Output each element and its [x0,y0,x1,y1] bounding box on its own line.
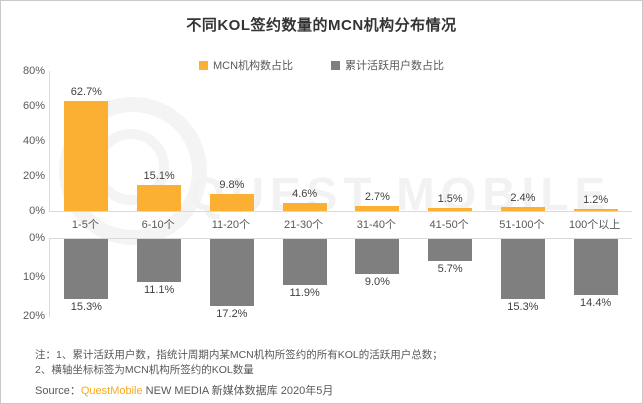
bar-column: 9.0% [341,239,414,317]
active-users-columns: 15.3% 11.1% 17.2% 11.9% 9.0% 5.7% 15.3% 14.4% [50,239,632,320]
category-label: 1-5个 [71,219,99,231]
bar-value-label: 4.6% [292,188,318,200]
bar-value-label: 62.7% [70,86,102,98]
bar-column: 1.5% [414,71,487,211]
active-users-plot: 15.3% 11.1% 17.2% 11.9% 9.0% 5.7% 15.3% 14.4% [49,238,632,320]
bar-column: 5.7% [414,239,487,317]
bar-value-label: 11.1% [143,284,175,296]
category-label: 21-30个 [284,219,324,231]
chart-legend: MCN机构数占比 累计活跃用户数占比 [1,57,642,73]
bar-column: 11.1% [123,239,196,317]
active-users-bar [428,239,473,261]
mcn-share-columns: 62.7% 15.1% 9.8% 4.6% 2.7% 1.5% 2.4% 1.2% [50,71,632,211]
bar-value-label: 17.2% [216,308,248,320]
bar-value-label: 2.4% [510,192,536,204]
category-label: 6-10个 [141,219,175,231]
active-users-bar [209,239,254,306]
bar-column: 62.7% [50,71,123,211]
bar-value-label: 2.7% [364,191,390,203]
mcn-share-bar [573,209,618,211]
mcn-share-bar [209,194,254,211]
mcn-share-bar [137,185,182,211]
bar-value-label: 5.7% [437,263,463,275]
bar-value-label: 14.4% [580,297,612,309]
top-y-tick-label: 80% [22,65,45,77]
top-y-tick-label: 0% [29,205,45,217]
bottom-y-tick-label: 10% [22,271,45,283]
bar-value-label: 1.5% [437,193,463,205]
bar-value-label: 15.1% [143,170,175,182]
bar-column: 4.6% [268,71,341,211]
bottom-y-tick-label: 20% [22,310,45,322]
bar-value-label: 11.9% [289,287,320,299]
legend-swatch-gray-icon [331,60,341,70]
bar-value-label: 15.3% [507,301,539,313]
top-y-tick-label: 60% [22,100,45,112]
category-axis: 1-5个 6-10个 11-20个 21-30个 31-40个 41-50个 51-100个… [49,214,631,236]
source-brand: QuestMobile [80,385,143,397]
category-label: 41-50个 [429,219,469,231]
category-label: 31-40个 [356,219,396,231]
legend-label-mcn: MCN机构数占比 [212,60,294,72]
source-line: Source：QuestMobile NEW MEDIA 新媒体数据库 2020… [35,382,622,398]
mcn-share-bar [282,203,327,211]
active-users-bar [500,239,545,299]
source-prefix: Source： [35,385,81,397]
bar-column: 15.3% [487,239,560,317]
bar-value-label: 9.8% [219,179,245,191]
bar-column: 2.4% [487,71,560,211]
mcn-share-plot: 62.7% 15.1% 9.8% 4.6% 2.7% 1.5% 2.4% 1.2% [49,71,632,212]
legend-item-mcn: MCN机构数占比 [198,57,294,73]
category-label: 51-100个 [499,219,545,231]
bar-column: 17.2% [196,239,269,320]
bar-column: 15.1% [123,71,196,211]
active-users-bar [573,239,618,295]
bar-value-label: 15.3% [70,301,102,313]
footnotes: 注：1、累计活跃用户数，指统计周期内某MCN机构所签约的所有KOL的活跃用户总数… [35,348,622,378]
active-users-bar [64,239,109,299]
bar-column: 14.4% [559,239,632,317]
category-label: 11-20个 [211,219,251,231]
bar-value-label: 9.0% [364,276,390,288]
footnote-line-2: 2、横轴坐标标签为MCN机构所签约的KOL数量 [35,364,254,376]
mcn-share-bar [355,206,400,211]
footnote-line-1: 注：1、累计活跃用户数，指统计周期内某MCN机构所签约的所有KOL的活跃用户总数… [35,349,443,361]
active-users-bar [137,239,182,282]
bar-column: 15.3% [50,239,123,317]
bar-column: 2.7% [341,71,414,211]
active-users-bar [355,239,400,274]
bar-value-label: 1.2% [583,194,609,206]
category-label: 100个以上 [568,219,621,231]
mcn-share-bar [64,101,109,211]
top-y-tick-label: 40% [22,135,45,147]
mcn-share-bar [428,208,473,211]
source-rest: NEW MEDIA 新媒体数据库 2020年5月 [142,385,334,397]
bar-column: 1.2% [559,71,632,211]
chart-title: 不同KOL签约数量的MCN机构分布情况 [186,17,457,34]
legend-swatch-orange-icon [198,60,208,70]
mcn-share-bar [500,207,545,211]
bar-column: 9.8% [196,71,269,211]
bottom-y-tick-label: 0% [29,232,45,244]
top-y-tick-label: 20% [22,170,45,182]
legend-label-users: 累计活跃用户数占比 [345,60,445,72]
bar-column: 11.9% [268,239,341,317]
legend-item-users: 累计活跃用户数占比 [331,57,444,73]
active-users-bar [282,239,327,285]
